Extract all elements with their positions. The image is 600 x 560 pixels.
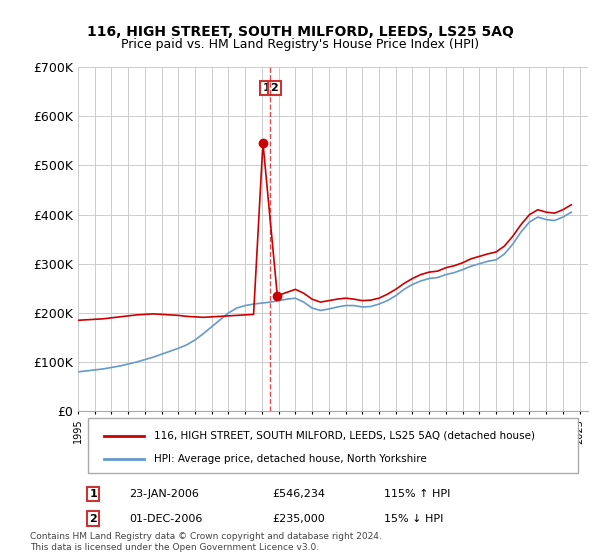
Text: HPI: Average price, detached house, North Yorkshire: HPI: Average price, detached house, Nort… [155, 454, 427, 464]
Text: £235,000: £235,000 [272, 514, 325, 524]
Text: 1: 1 [89, 489, 97, 499]
Text: Contains HM Land Registry data © Crown copyright and database right 2024.
This d: Contains HM Land Registry data © Crown c… [30, 532, 382, 552]
Text: 115% ↑ HPI: 115% ↑ HPI [384, 489, 451, 499]
Text: Price paid vs. HM Land Registry's House Price Index (HPI): Price paid vs. HM Land Registry's House … [121, 38, 479, 51]
Text: 2: 2 [89, 514, 97, 524]
Text: 23-JAN-2006: 23-JAN-2006 [129, 489, 199, 499]
Text: 116, HIGH STREET, SOUTH MILFORD, LEEDS, LS25 5AQ: 116, HIGH STREET, SOUTH MILFORD, LEEDS, … [86, 25, 514, 39]
Text: 01-DEC-2006: 01-DEC-2006 [129, 514, 202, 524]
Text: £546,234: £546,234 [272, 489, 325, 499]
Text: 1: 1 [262, 83, 270, 93]
Text: 116, HIGH STREET, SOUTH MILFORD, LEEDS, LS25 5AQ (detached house): 116, HIGH STREET, SOUTH MILFORD, LEEDS, … [155, 431, 536, 441]
FancyBboxPatch shape [88, 418, 578, 473]
Text: 15% ↓ HPI: 15% ↓ HPI [384, 514, 443, 524]
Text: 2: 2 [271, 83, 278, 93]
